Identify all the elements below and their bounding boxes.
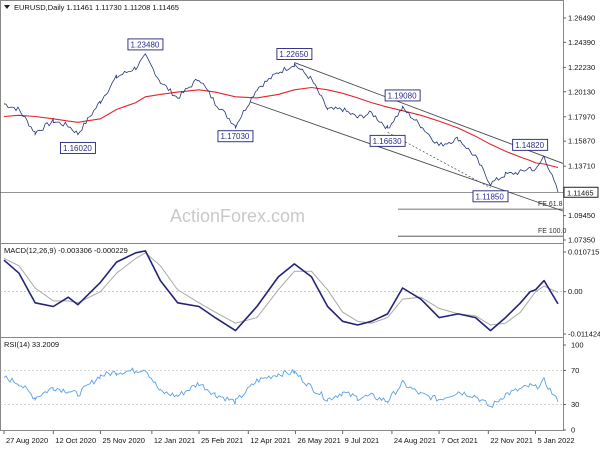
- rsi-panel-border: [0, 337, 564, 431]
- macd-signal-line: [3, 252, 559, 326]
- macd-line: [3, 250, 559, 332]
- channel-lower-line: [250, 101, 564, 212]
- rsi-tick-label: 30: [571, 400, 579, 409]
- price-tick-label: 1.09450: [568, 211, 595, 220]
- current-price-box: [563, 186, 599, 198]
- price-annotation-label: 1.23480: [130, 40, 159, 49]
- price-annotation-box: [512, 138, 549, 151]
- price-panel-title: EURUSD,Daily 1.11461 1.11730 1.11208 1.1…: [14, 3, 179, 12]
- price-annotation-label: 1.17030: [220, 132, 249, 141]
- x-tick-label: 7 Oct 2021: [441, 436, 478, 445]
- price-annotation-box: [217, 130, 254, 143]
- price-annotation-label: 1.16630: [373, 137, 402, 146]
- price-annotation-box: [127, 38, 164, 51]
- x-tick-label: 12 Jan 2021: [154, 436, 195, 445]
- price-axis-ticks: 1.26490 1.24390 1.22230 1.20130 1.17970 1.158…: [0, 14, 599, 245]
- price-tick-label: 1.17970: [568, 112, 595, 121]
- price-panel-collapse-icon[interactable]: [4, 5, 10, 9]
- price-annotation-box: [369, 134, 406, 147]
- fe-level-label: FE 100.0: [538, 228, 567, 235]
- price-line: [3, 53, 559, 193]
- x-tick-label: 25 Nov 2020: [102, 436, 145, 445]
- price-tick-label: 1.22230: [568, 63, 595, 72]
- moving-average-line: [3, 86, 559, 169]
- macd-series: 0.010715 0.00 -0.011424: [0, 248, 600, 339]
- x-tick-label: 26 May 2021: [297, 436, 340, 445]
- price-annotation-box: [276, 48, 313, 60]
- price-tick-label: 1.24390: [568, 38, 595, 47]
- x-tick-label: 24 Aug 2021: [394, 436, 436, 445]
- rsi-panel-title: RSI(14) 33.2009: [4, 340, 59, 349]
- macd-tick-label: 0.00: [568, 287, 583, 296]
- projection-dashed-line: [387, 132, 491, 189]
- watermark: ActionForex.com: [170, 206, 305, 226]
- current-price-label: 1.11465: [567, 188, 594, 197]
- x-tick-label: 9 Jul 2021: [345, 436, 380, 445]
- macd-panel-title: MACD(12,26,9) -0.003306 -0.000229: [4, 246, 128, 255]
- fe-levels: FE 61.8 FE 100.0: [398, 201, 567, 237]
- price-tick-label: 1.13710: [568, 162, 595, 171]
- fe-level-label: FE 61.8: [538, 201, 563, 208]
- price-annotation-box: [384, 89, 421, 102]
- x-tick-label: 12 Oct 2020: [55, 436, 96, 445]
- price-annotation-label: 1.16020: [63, 144, 92, 153]
- rsi-series: 100 70 30 0: [0, 341, 584, 435]
- price-tick-label: 1.26490: [568, 14, 595, 23]
- price-annotation-label: 1.11850: [475, 192, 504, 201]
- price-tick-label: 1.07350: [568, 236, 595, 245]
- rsi-tick-label: 70: [571, 366, 579, 375]
- macd-panel-border: [0, 243, 564, 338]
- x-tick-label: 22 Nov 2021: [490, 436, 533, 445]
- price-annotation-box: [59, 141, 96, 154]
- price-annotation-box: [472, 190, 509, 203]
- rsi-tick-label: 100: [571, 341, 584, 350]
- price-annotation-label: 1.19080: [388, 91, 417, 100]
- channel-lines: [250, 62, 564, 212]
- price-annotation-label: 1.14820: [515, 141, 544, 150]
- macd-tick-label: -0.011424: [568, 330, 600, 339]
- rsi-line: [3, 367, 559, 409]
- macd-tick-label: 0.010715: [568, 248, 599, 257]
- x-tick-label: 27 Aug 2020: [6, 436, 48, 445]
- x-tick-label: 5 Jan 2022: [537, 436, 574, 445]
- rsi-tick-label: 0: [571, 426, 575, 435]
- price-series: [3, 53, 559, 193]
- price-tick-label: 1.15870: [568, 137, 595, 146]
- price-tick-label: 1.20130: [568, 87, 595, 96]
- x-tick-label: 12 Apr 2021: [250, 436, 290, 445]
- price-annotation-label: 1.22650: [279, 50, 308, 59]
- x-tick-label: 25 Feb 2021: [201, 436, 243, 445]
- price-annotations: 1.16020 1.23480 1.17030 1.22650 1.16630 1.190…: [59, 38, 549, 203]
- x-axis-ticks: 27 Aug 2020 12 Oct 2020 25 Nov 2020 12 Jan …: [3, 431, 575, 445]
